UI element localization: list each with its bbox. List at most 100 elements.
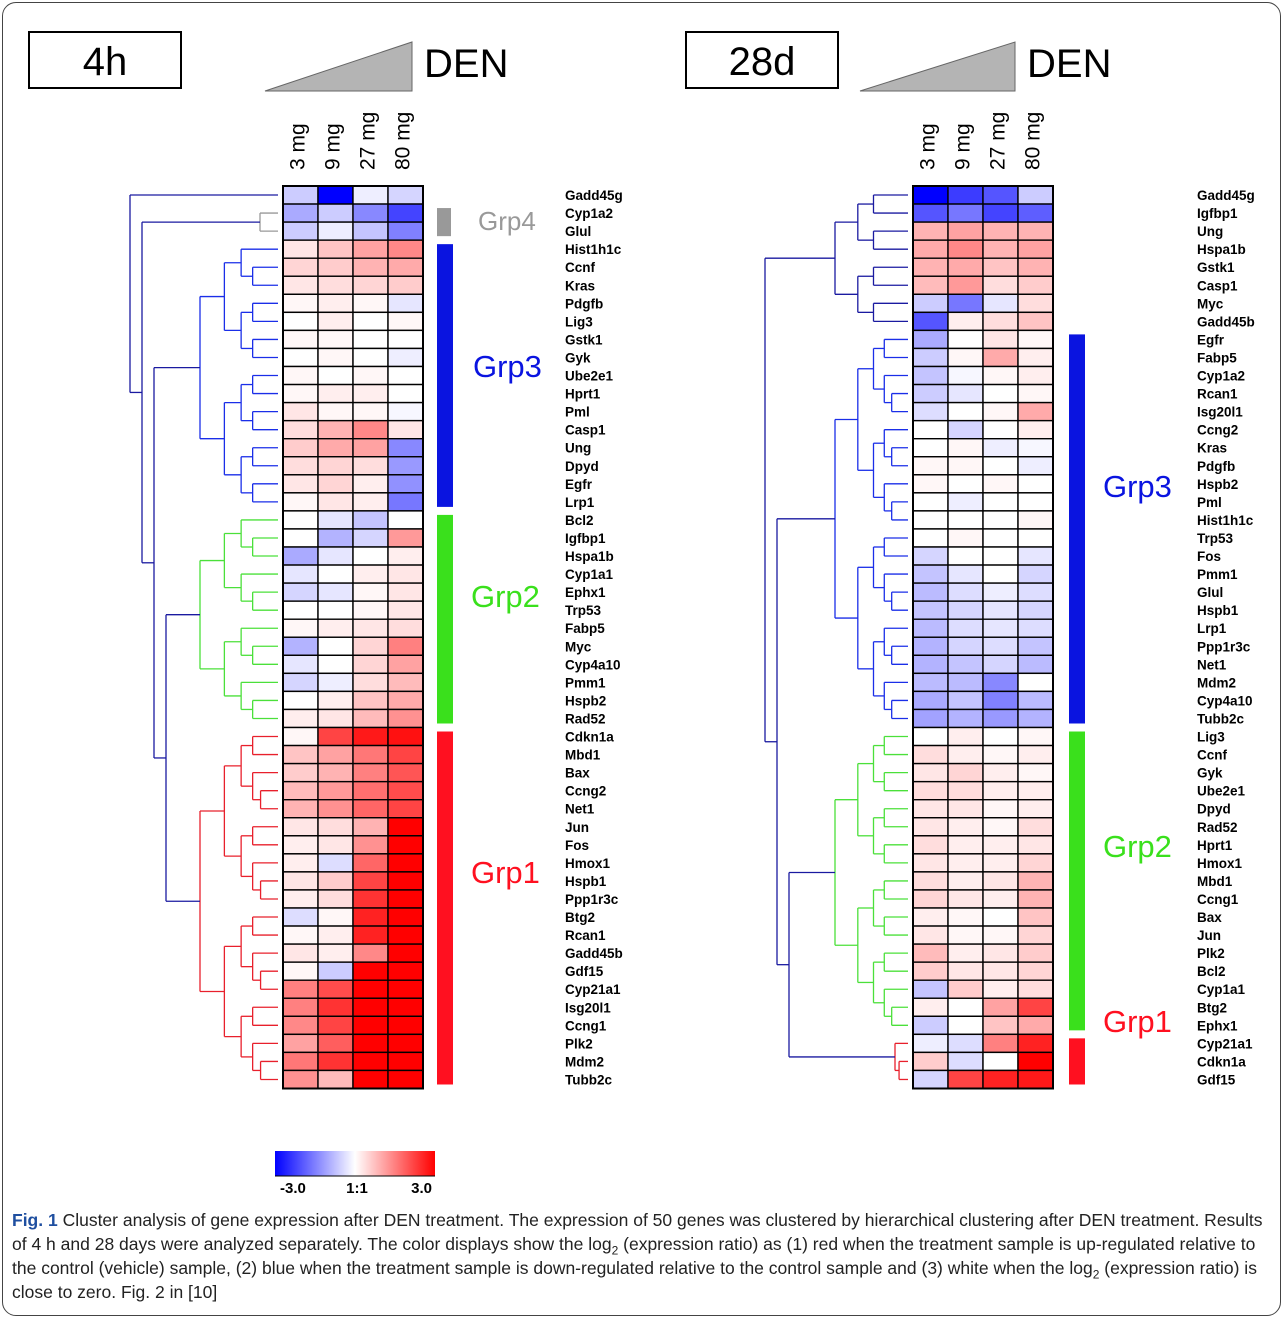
panel0-group-label: Grp1 xyxy=(471,855,540,890)
panel0-heatmap-cell xyxy=(387,744,424,765)
panel0-heatmap-cell xyxy=(387,889,424,909)
panel0-gene-label: Hspb2 xyxy=(565,693,606,708)
panel1-heatmap-cell xyxy=(1017,1069,1054,1090)
panel0-column-label: 3 mg xyxy=(287,123,310,170)
panel1-gene-label: Bax xyxy=(1197,910,1222,925)
panel1-heatmap-cell xyxy=(1017,221,1054,241)
panel1-gene-label: Gstk1 xyxy=(1197,260,1235,275)
panel1-heatmap-cell xyxy=(1017,401,1054,422)
panel0-heatmap-cell xyxy=(317,1033,354,1054)
panel1-dose-triangle xyxy=(859,41,1016,92)
panel1-heatmap-cell xyxy=(912,546,949,566)
panel0-heatmap-cell xyxy=(352,1051,389,1072)
panel1-heatmap-cell xyxy=(912,907,949,927)
panel1-gene-label: Rcan1 xyxy=(1197,387,1238,402)
panel0-heatmap-cell xyxy=(352,799,389,819)
panel0-gene-label: Rad52 xyxy=(565,711,606,726)
panel1-gene-label: Rad52 xyxy=(1197,820,1238,835)
legend-label-min: -3.0 xyxy=(280,1180,306,1197)
panel0-heatmap-cell xyxy=(317,419,354,440)
panel0-gene-label: Pdgfb xyxy=(565,296,603,311)
panel1-heatmap-cell xyxy=(1017,997,1054,1017)
panel1-heatmap-cell xyxy=(912,203,949,223)
panel1-heatmap-cell xyxy=(982,474,1019,494)
panel1-heatmap-cell xyxy=(982,690,1019,711)
panel0-heatmap-cell xyxy=(387,510,424,530)
panel1-heatmap-cell xyxy=(982,239,1019,259)
panel0-group-label: Grp3 xyxy=(473,349,542,384)
panel0-gene-label: Hspb1 xyxy=(565,874,607,889)
panel1-heatmap-cell xyxy=(1017,690,1054,711)
panel0-heatmap-cell xyxy=(317,311,354,332)
panel1-heatmap-cell xyxy=(1017,438,1054,458)
panel0-gene-label: Pml xyxy=(565,405,590,420)
panel0-column-label: 27 mg xyxy=(357,112,380,170)
panel0-heatmap-cell xyxy=(282,853,319,873)
panel0-heatmap-cell xyxy=(387,1069,424,1090)
panel0-heatmap-cell xyxy=(317,708,354,729)
panel1-heatmap-cell xyxy=(912,961,949,981)
panel0-gene-label: Rcan1 xyxy=(565,928,606,943)
panel1-heatmap-cell xyxy=(1017,474,1054,494)
panel1-heatmap-cell xyxy=(1017,618,1054,638)
panel1-heatmap-cell xyxy=(912,636,949,656)
panel1-heatmap-cell xyxy=(947,1051,984,1072)
panel1-heatmap-cell xyxy=(912,329,949,350)
panel1-heatmap-cell xyxy=(947,799,984,819)
panel1-gene-label: Net1 xyxy=(1197,657,1227,672)
panel0-heatmap-cell xyxy=(352,979,389,999)
panel1-heatmap-cell xyxy=(912,401,949,422)
panel0-heatmap-cell xyxy=(387,528,424,548)
panel0-heatmap-cell xyxy=(352,203,389,223)
panel0-heatmap-cell xyxy=(387,456,424,476)
panel1-heatmap-cell xyxy=(947,492,984,512)
panel1-heatmap-cell xyxy=(1017,383,1054,404)
panel1-heatmap-cell xyxy=(912,347,949,368)
panel1-heatmap-cell xyxy=(1017,1051,1054,1072)
panel0-heatmap-cell xyxy=(282,943,319,963)
panel0-heatmap-cell xyxy=(352,492,389,512)
panel0-heatmap-cell xyxy=(282,456,319,476)
panel0-heatmap-cell xyxy=(317,762,354,783)
panel0-heatmap-cell xyxy=(387,654,424,675)
figure-caption: Fig. 1 Cluster analysis of gene expressi… xyxy=(12,1208,1274,1304)
panel1-heatmap-cell xyxy=(947,997,984,1017)
panel0-gene-label: Ube2e1 xyxy=(565,369,614,384)
panel0-heatmap-cell xyxy=(282,744,319,765)
panel1-heatmap-cell xyxy=(982,708,1019,729)
panel0-gene-label: Tubb2c xyxy=(565,1072,612,1087)
panel1-heatmap-cell xyxy=(1017,726,1054,747)
panel0-heatmap-cell xyxy=(317,997,354,1017)
panel1-heatmap-cell xyxy=(912,311,949,332)
panel1-gene-label: Gyk xyxy=(1197,766,1223,781)
panel1-gene-label: Ube2e1 xyxy=(1197,784,1246,799)
panel0-gene-label: Ccng2 xyxy=(565,784,606,799)
panel1-heatmap-cell xyxy=(912,239,949,259)
panel1-heatmap-cell xyxy=(912,293,949,314)
panel0-heatmap-cell xyxy=(352,853,389,873)
panel1-heatmap-cell xyxy=(912,1069,949,1090)
panel1-heatmap-cell xyxy=(1017,293,1054,314)
panel1-gene-label: Hmox1 xyxy=(1197,856,1243,871)
panel0-gene-label: Ung xyxy=(565,441,591,456)
panel1-heatmap-cell xyxy=(1017,456,1054,476)
panel1-heatmap-cell xyxy=(1017,329,1054,350)
panel1-label-box xyxy=(685,31,839,89)
panel0-heatmap-cell xyxy=(282,257,319,277)
panel1-heatmap-cell xyxy=(912,510,949,530)
panel0-heatmap-cell xyxy=(317,799,354,819)
panel0-heatmap-cell xyxy=(352,780,389,801)
panel1-group-label: Grp1 xyxy=(1103,1004,1172,1039)
panel0-gene-label: Cyp1a2 xyxy=(565,206,613,221)
panel1-heatmap-cell xyxy=(947,528,984,548)
panel0-heatmap-cell xyxy=(282,546,319,566)
panel1-gene-label: Gadd45g xyxy=(1197,188,1255,203)
panel0-heatmap-cell xyxy=(387,780,424,801)
panel1-heatmap-cell xyxy=(947,311,984,332)
panel1-gene-label: Fabp5 xyxy=(1197,350,1237,365)
panel0-heatmap-cell xyxy=(387,817,424,837)
panel0-heatmap-cell xyxy=(282,582,319,602)
panel0-heatmap-cell xyxy=(387,600,424,620)
panel1-heatmap-cell xyxy=(982,943,1019,963)
panel1-heatmap-cell xyxy=(982,799,1019,819)
